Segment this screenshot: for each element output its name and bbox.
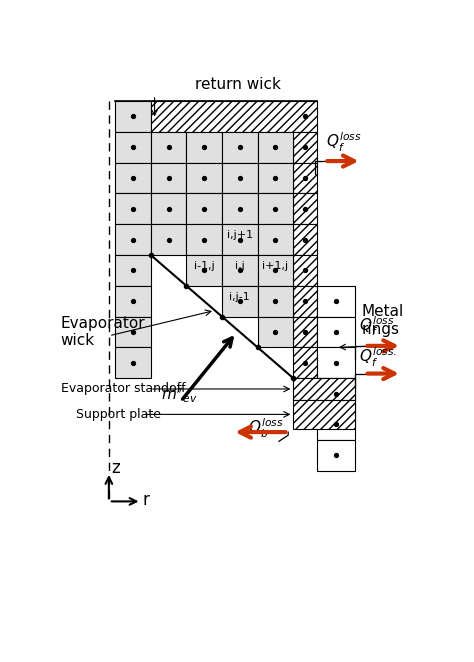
Text: $Q_f^{loss}$: $Q_f^{loss}$: [359, 315, 395, 338]
Bar: [317, 348, 356, 378]
Bar: [151, 101, 317, 132]
Text: i,j-1: i,j-1: [229, 292, 250, 302]
Bar: [317, 286, 356, 316]
Text: i,j: i,j: [235, 261, 245, 271]
Bar: [258, 163, 293, 193]
Bar: [317, 409, 356, 440]
Bar: [258, 132, 293, 163]
Bar: [317, 440, 356, 471]
Bar: [293, 224, 317, 255]
Text: $Q_f^{loss.}$: $Q_f^{loss.}$: [359, 346, 397, 369]
Bar: [115, 163, 151, 193]
Bar: [293, 378, 356, 400]
Bar: [115, 255, 151, 286]
Text: $\dot{m}''_{ev}$: $\dot{m}''_{ev}$: [161, 385, 198, 405]
Bar: [293, 400, 356, 429]
Text: Evaporator standoff: Evaporator standoff: [61, 383, 185, 395]
Bar: [115, 316, 151, 348]
Bar: [186, 255, 222, 286]
Bar: [258, 255, 293, 286]
Bar: [151, 224, 186, 255]
Text: i,j+1: i,j+1: [227, 230, 253, 240]
Bar: [115, 224, 151, 255]
Text: Evaporator
wick: Evaporator wick: [61, 316, 146, 348]
Bar: [317, 378, 356, 409]
Text: i+1,j: i+1,j: [263, 261, 289, 271]
Text: return wick: return wick: [194, 77, 281, 92]
Bar: [186, 163, 222, 193]
Text: r: r: [143, 491, 150, 509]
Bar: [293, 193, 317, 224]
Bar: [115, 132, 151, 163]
Text: Support plate: Support plate: [76, 408, 161, 421]
Text: $Q_b^{loss}$: $Q_b^{loss}$: [248, 417, 283, 440]
Bar: [151, 193, 186, 224]
Bar: [186, 224, 222, 255]
Bar: [222, 286, 258, 316]
Bar: [293, 255, 317, 286]
Bar: [293, 286, 317, 316]
Text: Metal
rings: Metal rings: [362, 305, 404, 337]
Bar: [317, 316, 356, 348]
Bar: [222, 132, 258, 163]
Bar: [293, 163, 317, 193]
Bar: [115, 348, 151, 378]
Bar: [258, 286, 293, 316]
Bar: [222, 163, 258, 193]
Text: z: z: [111, 459, 120, 477]
Bar: [293, 316, 317, 348]
Bar: [151, 132, 186, 163]
Bar: [115, 193, 151, 224]
Bar: [115, 101, 151, 132]
Bar: [115, 286, 151, 316]
Bar: [293, 132, 317, 163]
Bar: [222, 224, 258, 255]
Bar: [186, 193, 222, 224]
Bar: [258, 316, 293, 348]
Bar: [186, 132, 222, 163]
Bar: [222, 255, 258, 286]
Bar: [222, 193, 258, 224]
Bar: [258, 224, 293, 255]
Bar: [293, 348, 317, 378]
Bar: [151, 163, 186, 193]
Bar: [258, 193, 293, 224]
Text: $Q_f^{loss}$: $Q_f^{loss}$: [326, 130, 361, 154]
Text: i-1,j: i-1,j: [194, 261, 215, 271]
